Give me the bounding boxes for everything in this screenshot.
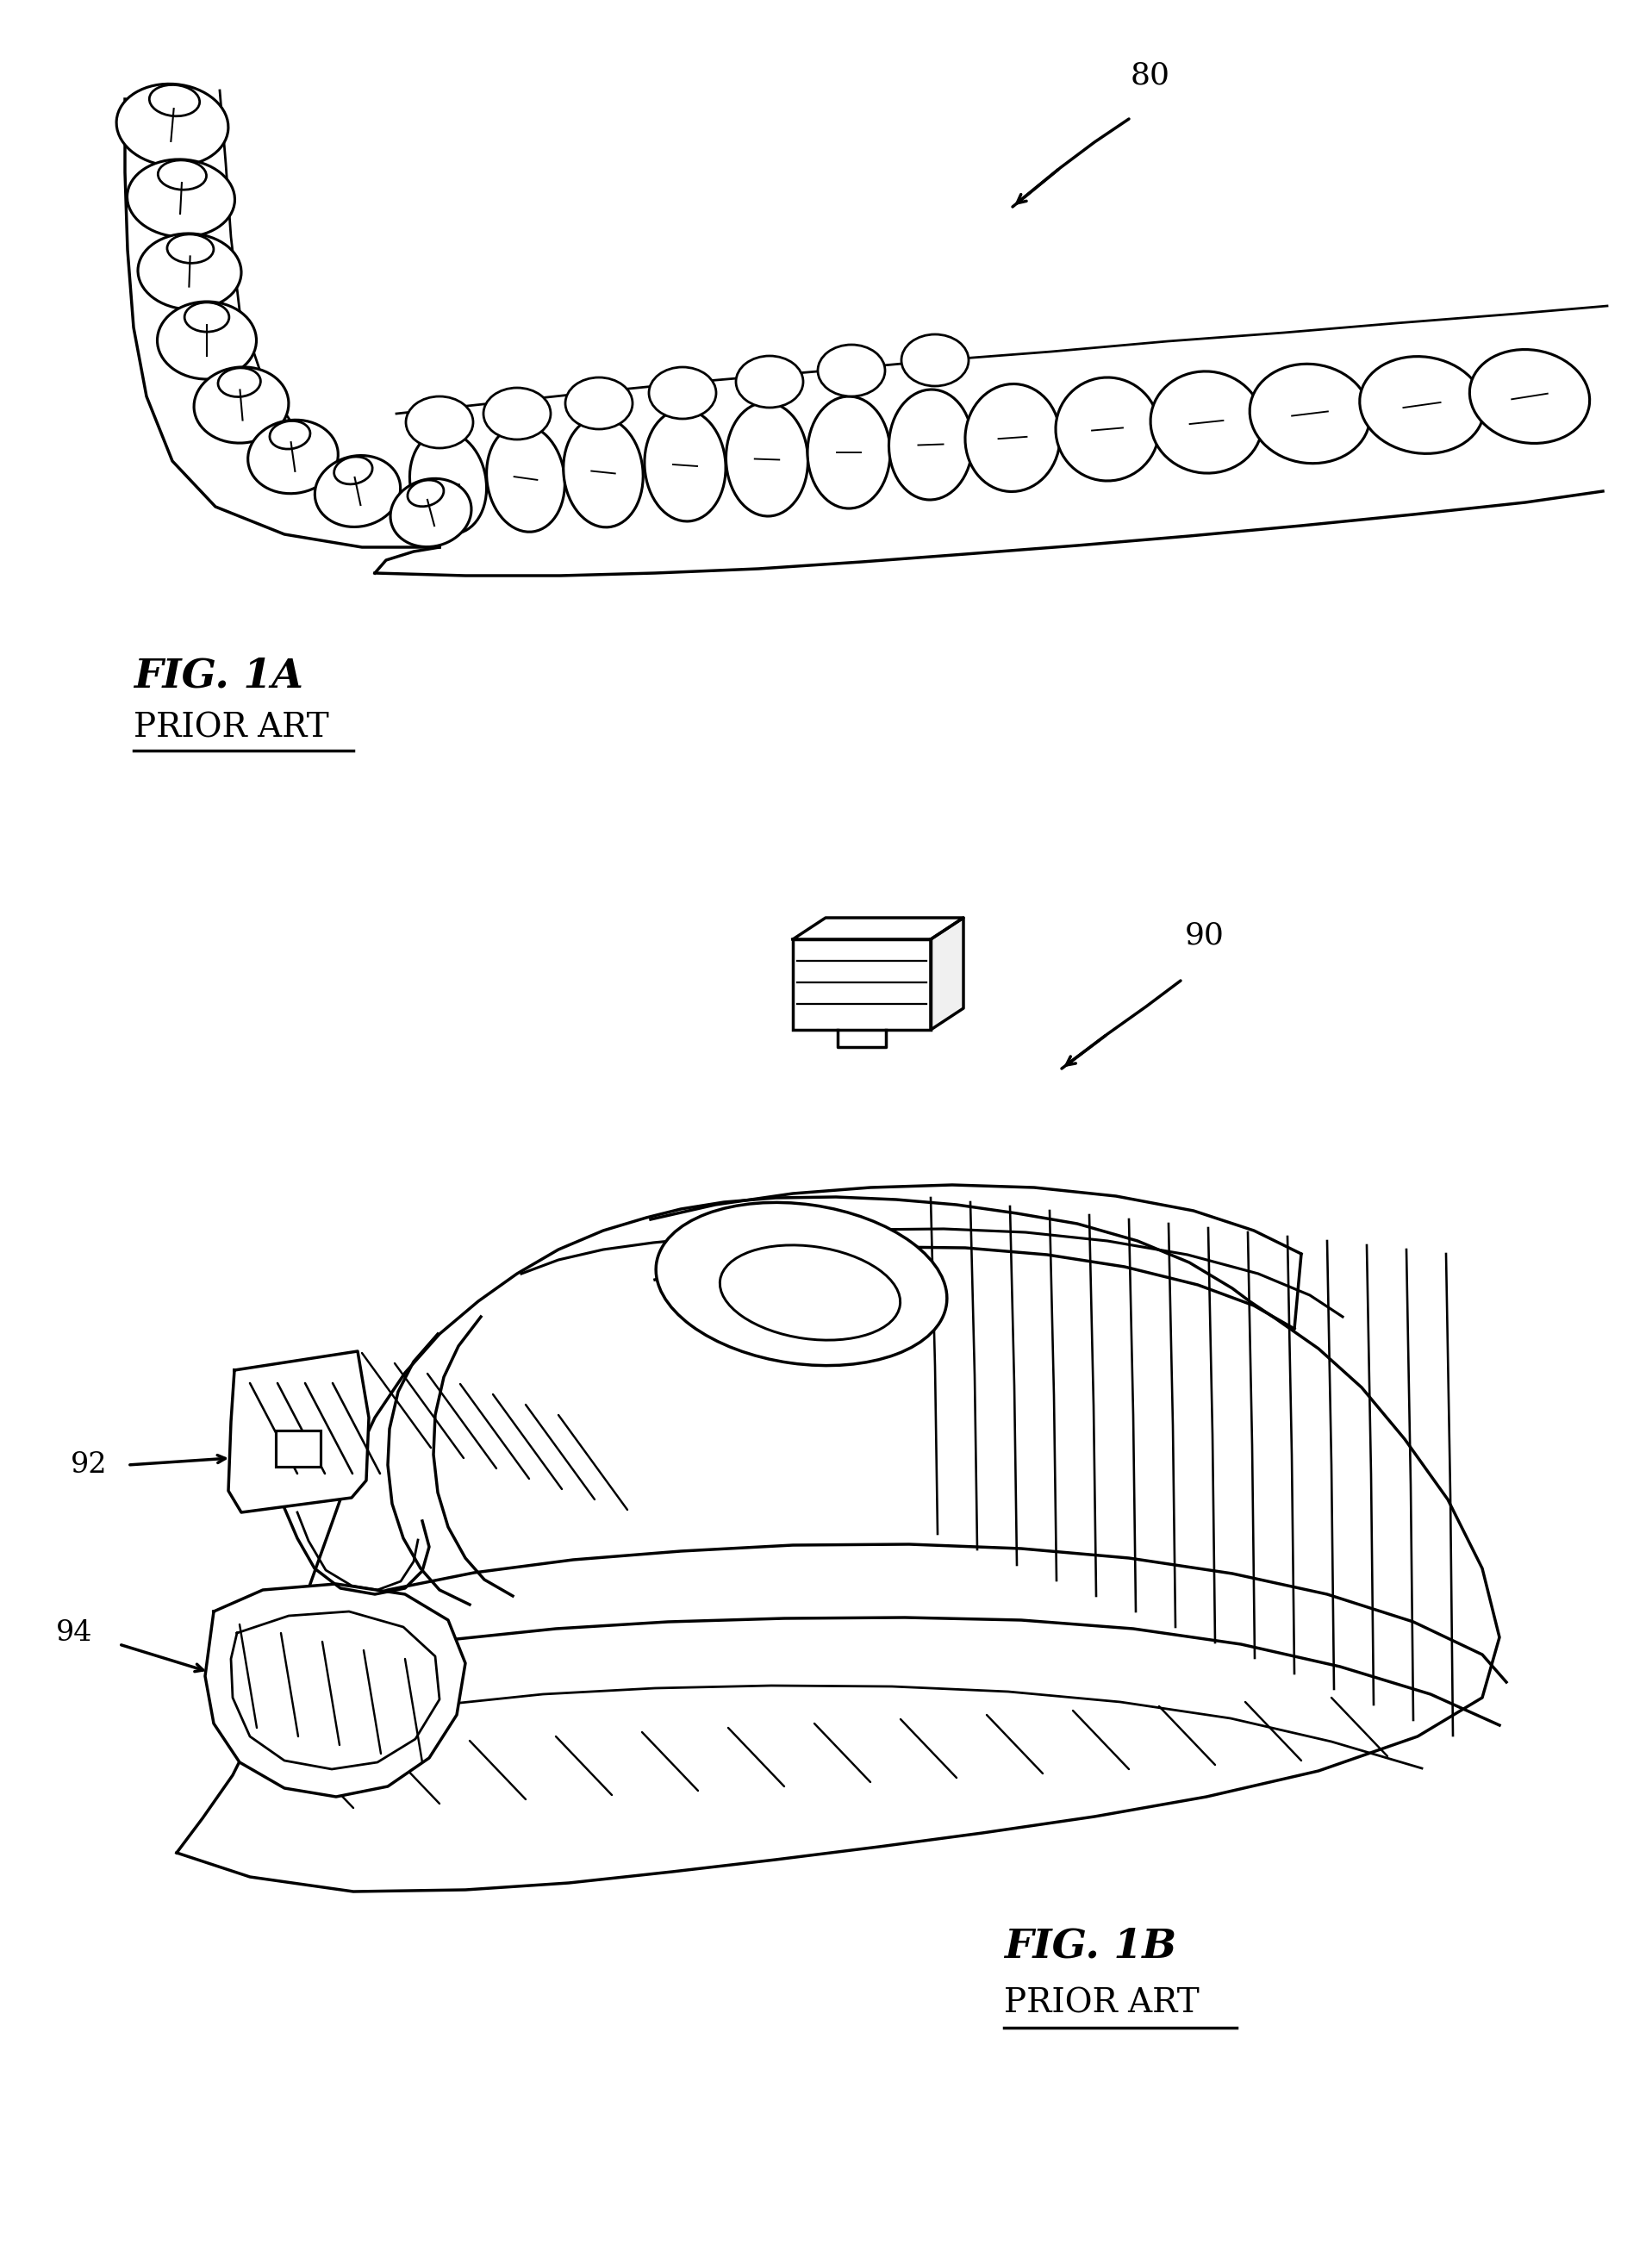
Polygon shape [126, 99, 439, 548]
Text: PRIOR ART: PRIOR ART [1004, 1988, 1199, 2020]
Ellipse shape [149, 85, 200, 117]
Ellipse shape [818, 346, 885, 397]
Ellipse shape [316, 456, 400, 527]
Ellipse shape [484, 388, 550, 440]
Bar [276, 1429, 320, 1468]
Ellipse shape [644, 408, 725, 521]
Ellipse shape [167, 233, 213, 263]
Ellipse shape [127, 159, 235, 238]
Ellipse shape [1150, 370, 1262, 473]
Text: FIG. 1B: FIG. 1B [1004, 1925, 1176, 1966]
Ellipse shape [487, 424, 565, 532]
Ellipse shape [193, 368, 289, 442]
Ellipse shape [725, 402, 808, 516]
Ellipse shape [735, 357, 803, 408]
Text: FIG. 1A: FIG. 1A [134, 657, 304, 696]
Ellipse shape [406, 397, 472, 449]
Ellipse shape [410, 431, 487, 534]
Ellipse shape [649, 368, 715, 420]
FancyBboxPatch shape [793, 940, 930, 1030]
Ellipse shape [408, 480, 444, 507]
Ellipse shape [808, 397, 890, 509]
Ellipse shape [656, 1203, 947, 1367]
Ellipse shape [157, 301, 256, 379]
Text: PRIOR ART: PRIOR ART [134, 711, 329, 745]
Ellipse shape [390, 478, 471, 548]
Ellipse shape [565, 377, 633, 429]
Ellipse shape [334, 458, 372, 485]
Text: 90: 90 [1184, 920, 1224, 949]
Ellipse shape [1249, 364, 1370, 462]
Text: 80: 80 [1130, 61, 1170, 90]
Ellipse shape [889, 390, 973, 500]
Ellipse shape [116, 83, 228, 166]
Ellipse shape [563, 417, 643, 527]
Ellipse shape [1056, 377, 1160, 480]
Polygon shape [375, 491, 1602, 577]
Polygon shape [930, 918, 963, 1030]
Polygon shape [228, 1351, 368, 1512]
Ellipse shape [965, 384, 1061, 491]
Ellipse shape [1470, 350, 1589, 444]
Polygon shape [793, 918, 963, 940]
Ellipse shape [1360, 357, 1483, 453]
Ellipse shape [248, 420, 339, 494]
Ellipse shape [185, 303, 230, 332]
Ellipse shape [269, 422, 311, 449]
Ellipse shape [137, 233, 241, 310]
Ellipse shape [159, 159, 206, 191]
Text: 92: 92 [71, 1452, 107, 1479]
Ellipse shape [218, 368, 261, 397]
Polygon shape [177, 1196, 1500, 1892]
Ellipse shape [720, 1245, 900, 1340]
Text: 94: 94 [56, 1620, 93, 1647]
Polygon shape [205, 1584, 466, 1797]
Ellipse shape [902, 334, 968, 386]
